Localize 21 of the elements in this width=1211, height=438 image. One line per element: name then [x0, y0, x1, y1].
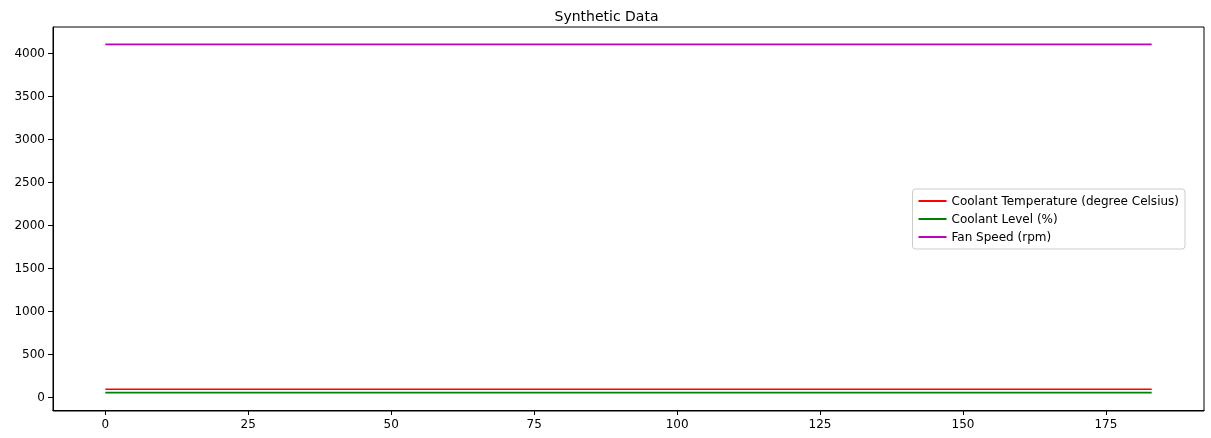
legend-label: Coolant Level (%) — [951, 212, 1058, 226]
y-tick-label: 3500 — [14, 88, 45, 103]
y-tick-label: 3000 — [14, 131, 45, 146]
legend-label: Fan Speed (rpm) — [951, 230, 1052, 244]
x-tick-label: 100 — [665, 417, 689, 431]
y-tick-label: 2000 — [14, 217, 45, 232]
y-tick-label: 1000 — [14, 303, 45, 318]
chart-title: Synthetic Data — [554, 8, 659, 24]
x-tick-label: 125 — [808, 417, 832, 431]
y-tick-label: 4000 — [14, 45, 45, 60]
x-tick-label: 150 — [951, 417, 975, 431]
x-tick-label: 25 — [240, 417, 256, 431]
x-tick-label: 75 — [526, 417, 542, 431]
legend-label: Coolant Temperature (degree Celsius) — [951, 194, 1180, 208]
y-tick-label: 2500 — [14, 174, 45, 189]
y-tick-label: 500 — [22, 346, 45, 361]
y-tick-label: 0 — [37, 389, 45, 404]
x-tick-label: 50 — [383, 417, 399, 431]
x-tick-label: 0 — [101, 417, 110, 431]
y-tick-label: 1500 — [14, 260, 45, 275]
x-tick-label: 175 — [1094, 417, 1118, 431]
